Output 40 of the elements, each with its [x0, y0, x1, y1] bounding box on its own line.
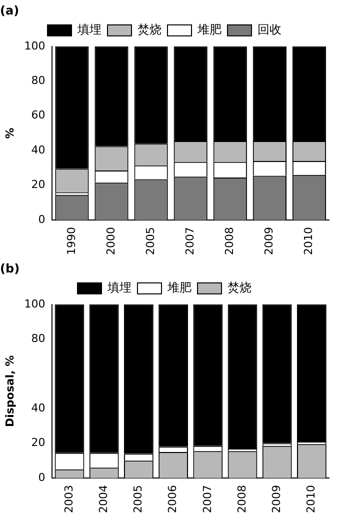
y-tick-label: 100 [24, 297, 46, 310]
x-tick-label: 2009 [262, 227, 276, 256]
x-tick-label: 2010 [302, 227, 316, 256]
legend-label: 填埋 [106, 280, 132, 295]
legend-label: 焚烧 [228, 280, 252, 295]
y-tick-label: 0 [38, 470, 46, 484]
legend-label: 焚烧 [138, 22, 162, 37]
x-tick-label: 2006 [166, 485, 180, 514]
legend-label: 堆肥 [196, 22, 222, 37]
y-tick-label: 40 [31, 143, 46, 156]
x-tick-label: 2004 [96, 485, 110, 514]
x-tick-label: 2005 [144, 227, 157, 256]
x-tick-label: 2007 [183, 227, 196, 256]
x-tick-label: 2007 [200, 485, 214, 514]
y-tick-label: 0 [38, 212, 46, 226]
chart-title: (b) [0, 261, 20, 276]
chart-title: (a) [0, 3, 20, 18]
bar [262, 304, 292, 444]
y-tick-label: 20 [31, 436, 46, 450]
y-tick-label: 60 [31, 108, 46, 122]
y-tick-label: 80 [31, 74, 46, 87]
x-tick-label: 2008 [223, 227, 236, 256]
legend-label: 填埋 [76, 22, 102, 37]
bar [228, 304, 258, 448]
y-tick-label: 20 [31, 178, 46, 192]
x-tick-label: 2008 [235, 485, 248, 514]
bar [296, 304, 326, 442]
y-axis-title: Disposal, % [3, 355, 16, 428]
y-tick-label: 40 [31, 401, 46, 414]
x-tick-label: 2005 [132, 485, 145, 514]
x-tick-label: 2000 [104, 227, 118, 256]
y-tick-label: 100 [24, 39, 46, 52]
x-tick-label: 2003 [62, 485, 76, 514]
x-tick-label: 2009 [270, 485, 283, 514]
x-tick-label: 1990 [64, 227, 78, 256]
legend-label: 回收 [258, 22, 282, 37]
x-tick-label: 2010 [304, 485, 318, 514]
legend-label: 堆肥 [166, 280, 192, 295]
y-tick-label: 80 [31, 332, 46, 345]
y-axis-title: % [3, 128, 16, 139]
